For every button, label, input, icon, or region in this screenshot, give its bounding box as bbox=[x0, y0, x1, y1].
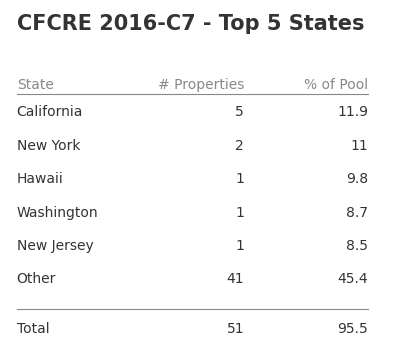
Text: CFCRE 2016-C7 - Top 5 States: CFCRE 2016-C7 - Top 5 States bbox=[17, 14, 364, 34]
Text: 2: 2 bbox=[235, 139, 244, 153]
Text: 95.5: 95.5 bbox=[338, 322, 368, 336]
Text: 1: 1 bbox=[235, 206, 244, 219]
Text: 1: 1 bbox=[235, 172, 244, 186]
Text: New Jersey: New Jersey bbox=[17, 239, 93, 253]
Text: New York: New York bbox=[17, 139, 80, 153]
Text: # Properties: # Properties bbox=[158, 78, 244, 92]
Text: 11: 11 bbox=[351, 139, 368, 153]
Text: 1: 1 bbox=[235, 239, 244, 253]
Text: Hawaii: Hawaii bbox=[17, 172, 63, 186]
Text: State: State bbox=[17, 78, 54, 92]
Text: 5: 5 bbox=[235, 105, 244, 119]
Text: Washington: Washington bbox=[17, 206, 98, 219]
Text: 41: 41 bbox=[226, 273, 244, 286]
Text: Other: Other bbox=[17, 273, 56, 286]
Text: 51: 51 bbox=[226, 322, 244, 336]
Text: 11.9: 11.9 bbox=[337, 105, 368, 119]
Text: Total: Total bbox=[17, 322, 49, 336]
Text: 8.7: 8.7 bbox=[346, 206, 368, 219]
Text: 8.5: 8.5 bbox=[346, 239, 368, 253]
Text: California: California bbox=[17, 105, 83, 119]
Text: 9.8: 9.8 bbox=[346, 172, 368, 186]
Text: 45.4: 45.4 bbox=[338, 273, 368, 286]
Text: % of Pool: % of Pool bbox=[304, 78, 368, 92]
